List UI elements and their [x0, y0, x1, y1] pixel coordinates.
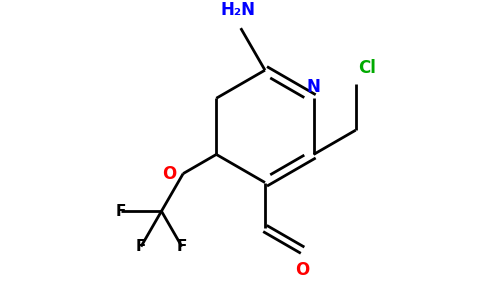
Text: Cl: Cl — [358, 58, 376, 76]
Text: F: F — [177, 239, 187, 254]
Text: N: N — [307, 78, 320, 96]
Text: F: F — [136, 239, 146, 254]
Text: F: F — [115, 204, 126, 219]
Text: O: O — [295, 261, 310, 279]
Text: O: O — [162, 165, 176, 183]
Text: H₂N: H₂N — [221, 1, 256, 19]
